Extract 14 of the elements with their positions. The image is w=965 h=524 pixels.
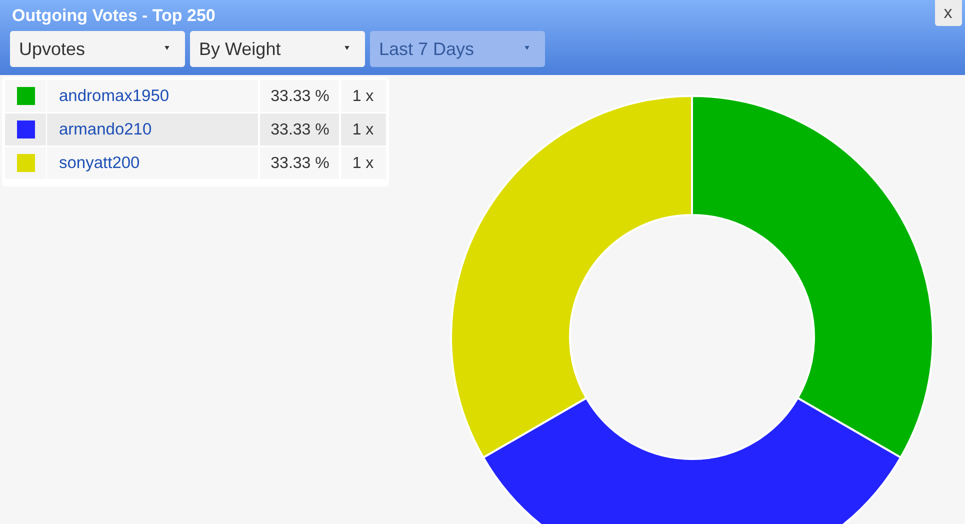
text: 1 x (352, 122, 374, 138)
text: 1 x (352, 155, 374, 172)
text: By Weight (199, 39, 281, 59)
legend-label: armando210 (59, 120, 152, 138)
text: 1 x (352, 88, 374, 105)
chart-title: Outgoing Votes - Top 250 (12, 6, 216, 25)
data-label: 33.33 % (270, 88, 330, 105)
legend-label: sonyatt200 (59, 154, 140, 172)
data-label: 33.33 % (270, 122, 330, 138)
data-label: 33.33 % (270, 155, 330, 172)
text: Last 7 Days (379, 39, 474, 59)
text: x (944, 3, 953, 22)
text: Upvotes (19, 39, 86, 59)
legend-label: andromax1950 (59, 87, 170, 105)
